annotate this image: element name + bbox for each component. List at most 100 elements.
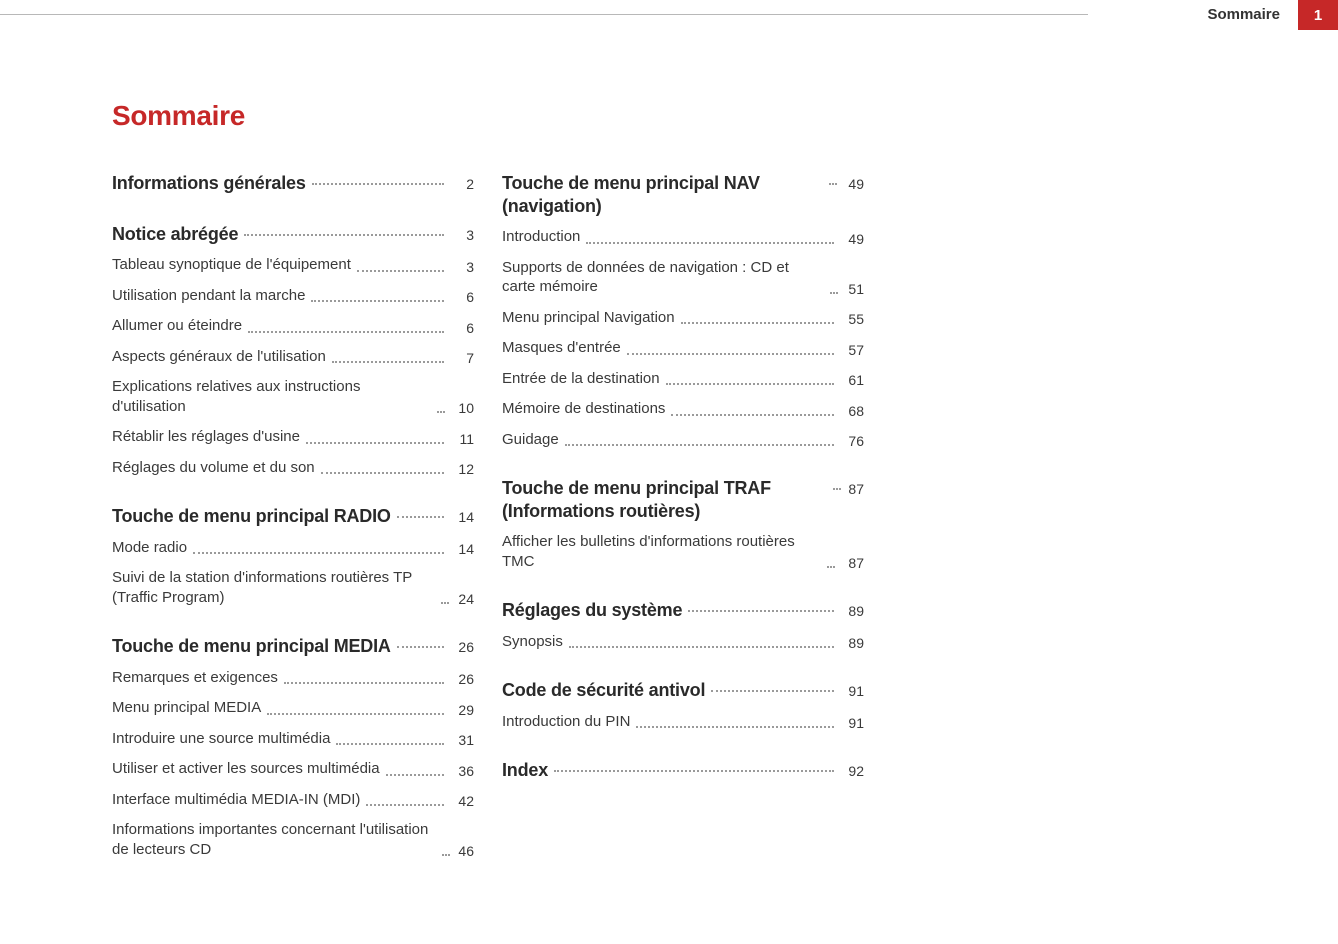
toc-section-heading[interactable]: Informations générales2 xyxy=(112,172,474,195)
toc-entry[interactable]: Introduction du PIN91 xyxy=(502,712,864,732)
toc-entry[interactable]: Guidage 76 xyxy=(502,430,864,450)
toc-page-number: 46 xyxy=(456,843,475,859)
toc-entry[interactable]: Tableau synoptique de l'équipement 3 xyxy=(112,255,474,275)
dot-leader xyxy=(681,322,834,324)
toc-page-number: 6 xyxy=(450,289,474,305)
dot-leader xyxy=(248,331,444,333)
main-title: Sommaire xyxy=(112,100,872,132)
toc-page-number: 29 xyxy=(450,702,474,718)
toc-entry[interactable]: Utiliser et activer les sources multiméd… xyxy=(112,759,474,779)
toc-page-number: 3 xyxy=(450,227,474,243)
dot-leader xyxy=(332,361,444,363)
toc-page-number: 3 xyxy=(450,259,474,275)
toc-entry[interactable]: Interface multimédia MEDIA-IN (MDI)42 xyxy=(112,790,474,810)
toc-section-heading[interactable]: Index 92 xyxy=(502,759,864,782)
toc-entry[interactable]: Supports de données de navigation : CD e… xyxy=(502,258,864,297)
toc-entry-label: Introduction xyxy=(502,227,580,247)
dot-leader xyxy=(311,300,444,302)
dot-leader xyxy=(554,770,834,772)
toc-entry[interactable]: Introduction49 xyxy=(502,227,864,247)
toc-entry-label: Allumer ou éteindre xyxy=(112,316,242,336)
toc-section-heading[interactable]: Code de sécurité antivol91 xyxy=(502,679,864,702)
toc-page-number: 10 xyxy=(451,400,474,416)
toc-entry[interactable]: Mémoire de destinations68 xyxy=(502,399,864,419)
toc-entry[interactable]: Remarques et exigences26 xyxy=(112,668,474,688)
toc-section-heading[interactable]: Touche de menu principal MEDIA26 xyxy=(112,635,474,658)
dot-leader xyxy=(627,353,834,355)
toc-entry[interactable]: Réglages du volume et du son12 xyxy=(112,458,474,478)
toc-page-number: 31 xyxy=(450,732,474,748)
toc-page-number: 61 xyxy=(840,372,864,388)
toc-entry-label: Mode radio xyxy=(112,538,187,558)
toc-entry[interactable]: Masques d'entrée 57 xyxy=(502,338,864,358)
toc-entry-label: Masques d'entrée xyxy=(502,338,621,358)
toc-page-number: 49 xyxy=(843,176,864,192)
toc-entry[interactable]: Utilisation pendant la marche 6 xyxy=(112,286,474,306)
toc-section-heading[interactable]: Touche de menu principal RADIO14 xyxy=(112,505,474,528)
toc-page-number: 6 xyxy=(450,320,474,336)
dot-leader xyxy=(267,713,444,715)
toc-page-number: 12 xyxy=(450,461,474,477)
toc-entry-label: Utilisation pendant la marche xyxy=(112,286,305,306)
dot-leader xyxy=(827,566,835,568)
toc-heading-label: Index xyxy=(502,759,548,782)
toc-entry-label: Menu principal MEDIA xyxy=(112,698,261,718)
toc-entry-label: Guidage xyxy=(502,430,559,450)
toc-columns: Informations générales2 Notice abrégée3 Ta… xyxy=(112,172,872,870)
toc-entry-label: Supports de données de navigation : CD e… xyxy=(502,258,824,297)
toc-page-number: 76 xyxy=(840,433,864,449)
toc-entry[interactable]: Synopsis89 xyxy=(502,632,864,652)
toc-section-heading[interactable]: Touche de menu principal TRAF (Informati… xyxy=(502,477,864,522)
toc-page-number: 51 xyxy=(844,281,864,297)
toc-column-2: Touche de menu principal NAV (navigation… xyxy=(502,172,864,870)
dot-leader xyxy=(306,442,444,444)
toc-page-number: 89 xyxy=(840,635,864,651)
toc-page-number: 11 xyxy=(450,431,474,447)
toc-page-number: 36 xyxy=(450,763,474,779)
toc-entry-label: Suivi de la station d'informations routi… xyxy=(112,568,435,607)
toc-entry[interactable]: Explications relatives aux instructions … xyxy=(112,377,474,416)
dot-leader xyxy=(437,411,445,413)
toc-entry[interactable]: Mode radio14 xyxy=(112,538,474,558)
toc-page-number: 92 xyxy=(840,763,864,779)
toc-entry-label: Entrée de la destination xyxy=(502,369,660,389)
toc-section-heading[interactable]: Réglages du système89 xyxy=(502,599,864,622)
toc-section-heading[interactable]: Notice abrégée3 xyxy=(112,223,474,246)
toc-entry[interactable]: Afficher les bulletins d'informations ro… xyxy=(502,532,864,571)
toc-page-number: 91 xyxy=(840,683,864,699)
toc-entry[interactable]: Menu principal Navigation55 xyxy=(502,308,864,328)
toc-entry[interactable]: Aspects généraux de l'utilisation7 xyxy=(112,347,474,367)
dot-leader xyxy=(366,804,444,806)
toc-entry[interactable]: Suivi de la station d'informations routi… xyxy=(112,568,474,607)
toc-entry-label: Tableau synoptique de l'équipement xyxy=(112,255,351,275)
toc-entry-label: Afficher les bulletins d'informations ro… xyxy=(502,532,821,571)
toc-entry[interactable]: Menu principal MEDIA 29 xyxy=(112,698,474,718)
toc-entry-label: Interface multimédia MEDIA-IN (MDI) xyxy=(112,790,360,810)
toc-entry[interactable]: Allumer ou éteindre 6 xyxy=(112,316,474,336)
toc-entry[interactable]: Entrée de la destination 61 xyxy=(502,369,864,389)
dot-leader xyxy=(336,743,444,745)
header-title: Sommaire xyxy=(1207,0,1298,30)
dot-leader xyxy=(321,472,444,474)
toc-entry-label: Menu principal Navigation xyxy=(502,308,675,328)
dot-leader xyxy=(671,414,834,416)
toc-entry-label: Rétablir les réglages d'usine xyxy=(112,427,300,447)
page: Sommaire 1 Sommaire Informations général… xyxy=(0,0,1338,944)
toc-section-heading[interactable]: Touche de menu principal NAV (navigation… xyxy=(502,172,864,217)
toc-heading-label: Touche de menu principal NAV (navigation… xyxy=(502,172,823,217)
toc-entry[interactable]: Rétablir les réglages d'usine 11 xyxy=(112,427,474,447)
dot-leader xyxy=(386,774,444,776)
dot-leader xyxy=(829,183,837,185)
dot-leader xyxy=(666,383,834,385)
toc-column-1: Informations générales2 Notice abrégée3 Ta… xyxy=(112,172,474,870)
toc-page-number: 57 xyxy=(840,342,864,358)
toc-page-number: 89 xyxy=(840,603,864,619)
toc-entry-label: Introduction du PIN xyxy=(502,712,630,732)
header-page-number: 1 xyxy=(1298,0,1338,30)
dot-leader xyxy=(397,516,444,518)
dot-leader xyxy=(711,690,834,692)
toc-entry[interactable]: Informations importantes concernant l'ut… xyxy=(112,820,474,859)
toc-page-number: 7 xyxy=(450,350,474,366)
dot-leader xyxy=(312,183,444,185)
toc-entry[interactable]: Introduire une source multimédia31 xyxy=(112,729,474,749)
